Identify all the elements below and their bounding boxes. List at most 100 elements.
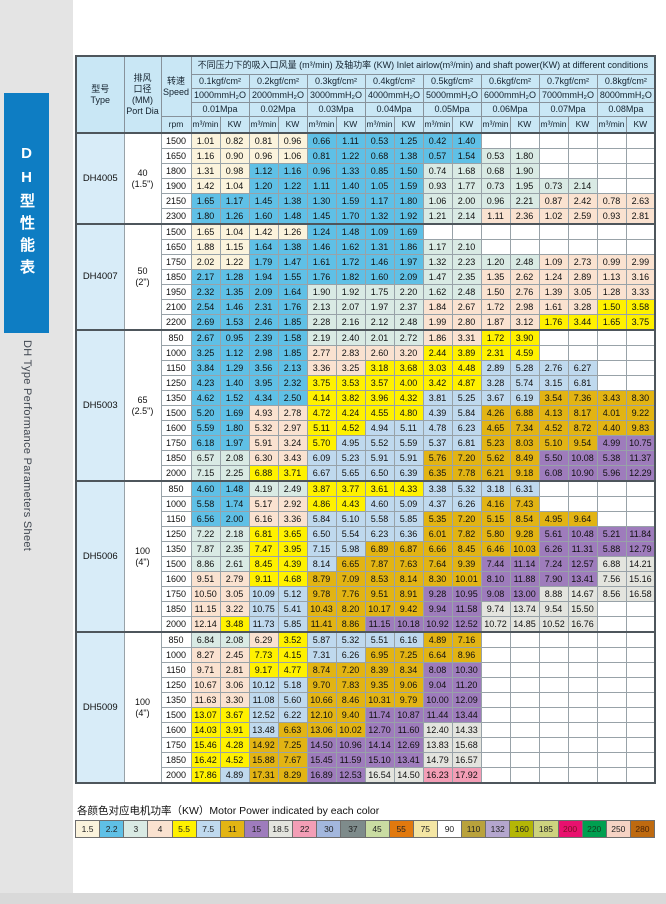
data-cell [625,601,656,617]
data-cell [509,737,540,753]
data-cell: 9.39 [451,556,482,572]
data-cell: 1.31 [364,239,395,255]
data-cell: 0.68 [364,148,395,164]
data-cell: 1.94 [248,269,279,285]
data-cell [596,616,627,633]
pressure-header: 0.1kgf/cm² [190,74,250,89]
data-cell: 7.47 [248,541,279,557]
rpm-cell: 1850 [160,601,192,617]
data-cell: 4.24 [335,405,366,421]
data-cell: 5.10 [335,511,366,527]
data-cell: 12.10 [306,707,337,723]
data-cell: 4.37 [422,496,453,512]
pressure-header: 0.7kgf/cm² [538,74,598,89]
data-cell [596,163,627,179]
data-cell [509,767,540,784]
data-cell [567,345,598,361]
data-cell: 5.37 [422,435,453,451]
data-cell: 1.99 [422,314,453,331]
data-cell: 3.52 [277,631,308,648]
data-cell: 7.78 [451,465,482,482]
data-cell: 12.40 [422,722,453,738]
data-cell: 1.33 [335,163,366,179]
data-cell: 4.60 [364,496,395,512]
data-cell: 8.17 [567,405,598,421]
data-cell: 4.39 [277,556,308,572]
data-cell: 10.52 [538,616,569,633]
data-cell: 1.82 [335,269,366,285]
data-cell: 0.96 [277,132,308,149]
data-cell: 12.14 [190,616,221,633]
rpm-cell: 1150 [160,360,192,376]
data-cell: 0.95 [219,329,250,346]
data-cell [625,148,656,164]
data-cell: 11.63 [190,692,221,708]
power-unit-header: KW [277,116,308,134]
data-cell: 0.82 [219,132,250,149]
data-cell: 6.46 [480,541,511,557]
data-cell: 1.80 [393,193,424,209]
data-cell: 16.23 [422,767,453,784]
data-cell: 5.51 [364,631,395,648]
data-cell: 4.52 [219,752,250,768]
data-cell: 1.65 [190,223,221,240]
data-cell: 7.34 [509,420,540,436]
data-cell: 2.59 [567,208,598,225]
data-cell: 1.50 [480,284,511,300]
data-cell [567,631,598,648]
data-cell: 1.69 [219,405,250,421]
data-cell: 1.46 [219,299,250,315]
rpm-cell: 2150 [160,193,192,209]
data-cell: 12.53 [335,767,366,784]
data-cell: 0.73 [480,178,511,194]
data-cell: 1.21 [422,208,453,225]
data-cell: 6.09 [306,450,337,466]
data-cell: 2.62 [509,269,540,285]
data-cell: 1.31 [190,163,221,179]
data-cell: 1.26 [277,223,308,240]
data-cell: 3.75 [625,314,656,331]
data-cell [625,480,656,497]
rpm-cell: 1950 [160,284,192,300]
data-cell: 9.94 [422,601,453,617]
data-cell: 9.51 [190,571,221,587]
data-cell [596,722,627,738]
legend-swatch: 7.5 [195,820,221,838]
data-cell: 5.11 [306,420,337,436]
data-cell: 5.10 [538,435,569,451]
data-cell: 12.57 [567,556,598,572]
data-cell: 2.54 [190,299,221,315]
data-cell: 14.92 [248,737,279,753]
data-cell [538,722,569,738]
power-unit-header: KW [219,116,250,134]
data-cell: 11.73 [248,616,279,633]
data-cell: 0.87 [538,193,569,209]
data-cell [538,737,569,753]
rpm-cell: 850 [160,480,192,497]
data-cell: 10.87 [393,707,424,723]
data-cell: 8.53 [364,571,395,587]
legend-swatch: 1.5 [74,820,101,838]
data-cell [567,707,598,723]
data-cell: 11.58 [451,601,482,617]
data-cell: 1.32 [364,208,395,225]
data-cell: 4.55 [364,405,395,421]
data-cell: 8.46 [335,692,366,708]
data-cell: 10.95 [451,586,482,602]
data-cell: 4.72 [306,405,337,421]
data-cell: 2.09 [248,284,279,300]
data-cell: 5.54 [335,526,366,542]
legend-swatch: 30 [316,820,342,838]
data-cell [596,767,627,784]
data-cell: 2.32 [190,284,221,300]
data-cell: 9.35 [364,677,395,693]
data-cell: 11.74 [364,707,395,723]
data-cell: 0.53 [480,148,511,164]
data-cell: 1.45 [248,193,279,209]
rpm-cell: 2000 [160,465,192,482]
data-cell [480,707,511,723]
data-cell: 9.54 [567,435,598,451]
data-cell: 3.31 [451,329,482,346]
data-cell [596,375,627,391]
data-cell: 3.22 [219,601,250,617]
